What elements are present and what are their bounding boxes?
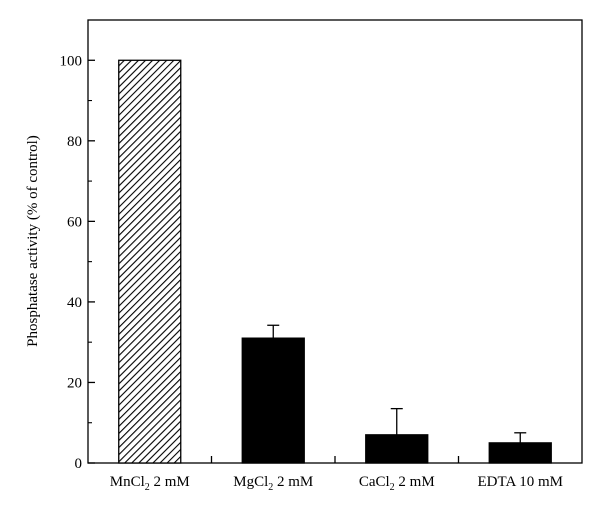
y-tick-label: 40: [67, 295, 82, 311]
x-category-label: CaCl2 2 mM: [359, 474, 435, 493]
bar: [241, 337, 305, 464]
y-tick-label: 0: [75, 456, 83, 472]
x-category-label: EDTA 10 mM: [478, 474, 563, 490]
x-category-label: MgCl2 2 mM: [233, 474, 313, 493]
bars: [118, 59, 552, 464]
x-category-label: MnCl2 2 mM: [110, 474, 190, 493]
y-tick-label: 20: [67, 375, 82, 391]
y-tick-label: 80: [67, 134, 82, 150]
bar: [118, 59, 182, 464]
y-tick-label: 60: [67, 214, 82, 230]
x-axis: MnCl2 2 mM MgCl2 2 mM CaCl2 2 mM EDTA 10 mM: [110, 456, 563, 493]
y-axis-title: Phosphatase activity (% of control): [25, 135, 41, 347]
bar: [488, 442, 552, 464]
error-bars: [267, 324, 527, 443]
bar: [365, 434, 429, 464]
y-axis: 0 20 40 60 80 100: [60, 53, 95, 472]
y-tick-label: 100: [60, 53, 83, 69]
